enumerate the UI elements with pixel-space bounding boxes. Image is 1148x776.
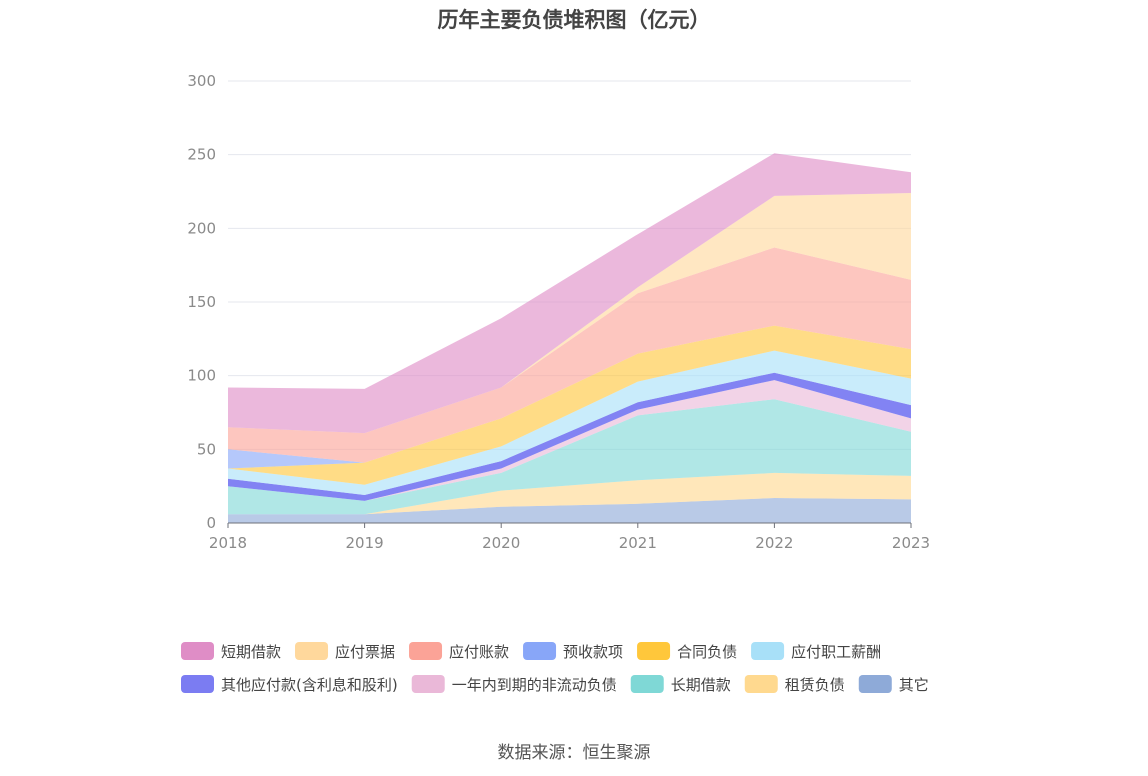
legend-label: 短期借款 [221,643,281,661]
axes: 0 50 100 150 200 250 300 2018 2019 2020 2021 2022 20… [187,72,930,552]
chart-title: 历年主要负债堆积图（亿元） [437,8,711,32]
legend-label: 合同负债 [677,643,737,661]
x-tick-label-2019: 2019 [346,534,384,552]
area-series-4[interactable] [228,372,911,501]
legend-label: 其他应付款(含利息和股利) [221,676,398,694]
area-series [228,153,911,523]
legend-swatch [637,642,671,660]
y-tick-label-150: 150 [187,293,216,311]
x-tick-label-2023: 2023 [892,534,930,552]
x-tick-label-2018: 2018 [209,534,247,552]
legend-label: 其它 [899,676,929,694]
legend-item-应付票据[interactable]: 应付票据 [295,642,395,661]
area-series-6[interactable] [228,325,911,485]
legend-label: 应付票据 [335,643,395,661]
area-series-5[interactable] [228,350,911,495]
area-series-0[interactable] [228,498,911,523]
legend-item-租赁负债[interactable]: 租赁负债 [744,675,845,694]
legend-item-短期借款[interactable]: 短期借款 [181,642,281,661]
legend-swatch [630,675,664,693]
legend-swatch [751,642,785,660]
legend-item-预收款项[interactable]: 预收款项 [523,642,623,661]
y-tick-label-200: 200 [187,219,216,237]
x-tick-label-2022: 2022 [755,534,793,552]
legend-item-应付职工薪酬[interactable]: 应付职工薪酬 [751,642,881,661]
data-source: 数据来源：恒生聚源 [497,743,651,763]
legend-swatch [523,642,557,660]
legend-swatch [181,642,214,660]
legend-label: 租赁负债 [785,676,845,694]
legend-label: 应付职工薪酬 [791,643,881,661]
y-tick-label-300: 300 [187,72,216,90]
y-tick-label-250: 250 [187,146,216,164]
legend-swatch [181,675,214,693]
legend-item-应付账款[interactable]: 应付账款 [409,642,509,661]
y-tick-label-50: 50 [197,440,216,458]
area-series-3[interactable] [228,380,911,501]
area-series-9[interactable] [228,193,911,434]
y-tick-label-0: 0 [206,514,216,532]
area-series-10[interactable] [228,153,911,434]
legend-label: 应付账款 [449,643,509,661]
legend-label: 一年内到期的非流动负债 [452,676,617,694]
y-tick-label-100: 100 [187,367,216,385]
legend-swatch [409,642,443,660]
legend-item-长期借款[interactable]: 长期借款 [630,675,731,694]
x-tick-label-2021: 2021 [619,534,657,552]
area-series-8[interactable] [228,247,911,463]
area-series-1[interactable] [228,472,911,515]
legend-label: 预收款项 [563,643,623,661]
legend-item-其它[interactable]: 其它 [858,675,929,694]
legend-swatch [744,675,778,693]
legend-swatch [858,675,892,693]
legend-item-其他应付款(含利息和股利)[interactable]: 其他应付款(含利息和股利) [181,675,398,694]
legend-swatch [295,642,329,660]
legend-swatch [411,675,445,693]
area-series-2[interactable] [228,399,911,515]
legend-item-一年内到期的非流动负债[interactable]: 一年内到期的非流动负债 [411,675,617,694]
legend-label: 长期借款 [671,676,731,694]
x-tick-label-2020: 2020 [482,534,520,552]
legend-item-合同负债[interactable]: 合同负债 [637,642,737,661]
